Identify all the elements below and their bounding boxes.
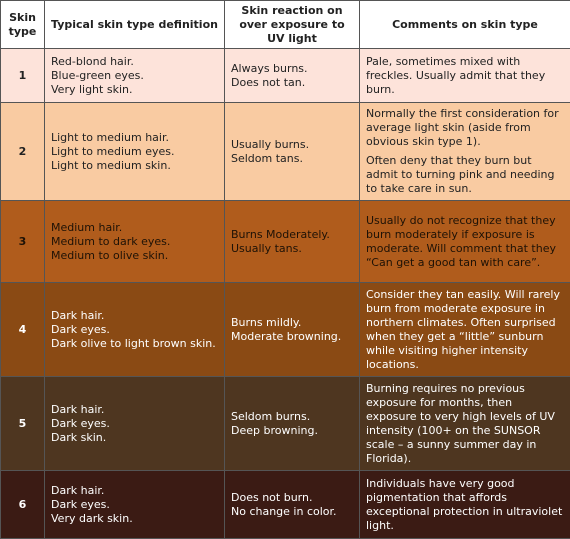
reaction-line: Does not burn. bbox=[231, 491, 353, 505]
definition-line: Dark eyes. bbox=[51, 498, 218, 512]
definition-line: Red-blond hair. bbox=[51, 55, 218, 69]
definition-line: Dark hair. bbox=[51, 484, 218, 498]
comments-cell: Burning requires no previous exposure fo… bbox=[360, 377, 570, 471]
definition-cell: Dark hair.Dark eyes.Dark olive to light … bbox=[45, 283, 225, 377]
definition-line: Dark hair. bbox=[51, 403, 218, 417]
definition-cell: Red-blond hair.Blue-green eyes.Very ligh… bbox=[45, 49, 225, 103]
skin-type-cell: 4 bbox=[1, 283, 45, 377]
reaction-cell: Does not burn.No change in color. bbox=[225, 471, 360, 539]
reaction-cell: Burns mildly.Moderate browning. bbox=[225, 283, 360, 377]
comments-cell: Pale, sometimes mixed with freckles. Usu… bbox=[360, 49, 570, 103]
definition-line: Light to medium skin. bbox=[51, 159, 218, 173]
reaction-line: Does not tan. bbox=[231, 76, 353, 90]
definition-line: Blue-green eyes. bbox=[51, 69, 218, 83]
skin-type-cell: 3 bbox=[1, 201, 45, 283]
comment-paragraph: Pale, sometimes mixed with freckles. Usu… bbox=[366, 55, 564, 97]
definition-line: Dark hair. bbox=[51, 309, 218, 323]
header-row: Skin type Typical skin type definition S… bbox=[1, 1, 570, 49]
definition-line: Dark skin. bbox=[51, 431, 218, 445]
definition-cell: Light to medium hair.Light to medium eye… bbox=[45, 103, 225, 201]
definition-line: Dark eyes. bbox=[51, 417, 218, 431]
header-cell: Typical skin type definition bbox=[45, 1, 225, 49]
reaction-line: Burns Moderately. bbox=[231, 228, 353, 242]
reaction-line: Usually tans. bbox=[231, 242, 353, 256]
header-cell: Skin type bbox=[1, 1, 45, 49]
comment-paragraph: Often deny that they burn but admit to t… bbox=[366, 154, 564, 196]
skin-type-cell: 6 bbox=[1, 471, 45, 539]
definition-line: Medium to dark eyes. bbox=[51, 235, 218, 249]
reaction-line: Burns mildly. bbox=[231, 316, 353, 330]
definition-line: Very dark skin. bbox=[51, 512, 218, 526]
comments-cell: Usually do not recognize that they burn … bbox=[360, 201, 570, 283]
reaction-cell: Usually burns.Seldom tans. bbox=[225, 103, 360, 201]
comment-paragraph: Usually do not recognize that they burn … bbox=[366, 214, 564, 270]
reaction-cell: Always burns.Does not tan. bbox=[225, 49, 360, 103]
skin-type-cell: 1 bbox=[1, 49, 45, 103]
definition-line: Medium hair. bbox=[51, 221, 218, 235]
reaction-line: Usually burns. bbox=[231, 138, 353, 152]
definition-line: Light to medium hair. bbox=[51, 131, 218, 145]
reaction-line: Always burns. bbox=[231, 62, 353, 76]
skin-type-cell: 5 bbox=[1, 377, 45, 471]
definition-line: Very light skin. bbox=[51, 83, 218, 97]
header-cell: Comments on skin type bbox=[360, 1, 570, 49]
definition-cell: Dark hair.Dark eyes.Very dark skin. bbox=[45, 471, 225, 539]
definition-cell: Medium hair.Medium to dark eyes.Medium t… bbox=[45, 201, 225, 283]
definition-line: Dark olive to light brown skin. bbox=[51, 337, 218, 351]
comments-cell: Consider they tan easily. Will rarely bu… bbox=[360, 283, 570, 377]
reaction-line: No change in color. bbox=[231, 505, 353, 519]
definition-cell: Dark hair.Dark eyes.Dark skin. bbox=[45, 377, 225, 471]
definition-line: Medium to olive skin. bbox=[51, 249, 218, 263]
reaction-line: Deep browning. bbox=[231, 424, 353, 438]
reaction-line: Seldom burns. bbox=[231, 410, 353, 424]
comment-paragraph: Burning requires no previous exposure fo… bbox=[366, 382, 564, 466]
reaction-line: Seldom tans. bbox=[231, 152, 353, 166]
reaction-cell: Seldom burns.Deep browning. bbox=[225, 377, 360, 471]
reaction-cell: Burns Moderately.Usually tans. bbox=[225, 201, 360, 283]
header-cell: Skin reaction on over exposure to UV lig… bbox=[225, 1, 360, 49]
comments-cell: Individuals have very good pigmentation … bbox=[360, 471, 570, 539]
comment-paragraph: Individuals have very good pigmentation … bbox=[366, 477, 564, 533]
definition-line: Light to medium eyes. bbox=[51, 145, 218, 159]
definition-line: Dark eyes. bbox=[51, 323, 218, 337]
comment-paragraph: Normally the first consideration for ave… bbox=[366, 107, 564, 149]
comment-paragraph: Consider they tan easily. Will rarely bu… bbox=[366, 288, 564, 372]
comments-cell: Normally the first consideration for ave… bbox=[360, 103, 570, 201]
reaction-line: Moderate browning. bbox=[231, 330, 353, 344]
skin-type-cell: 2 bbox=[1, 103, 45, 201]
